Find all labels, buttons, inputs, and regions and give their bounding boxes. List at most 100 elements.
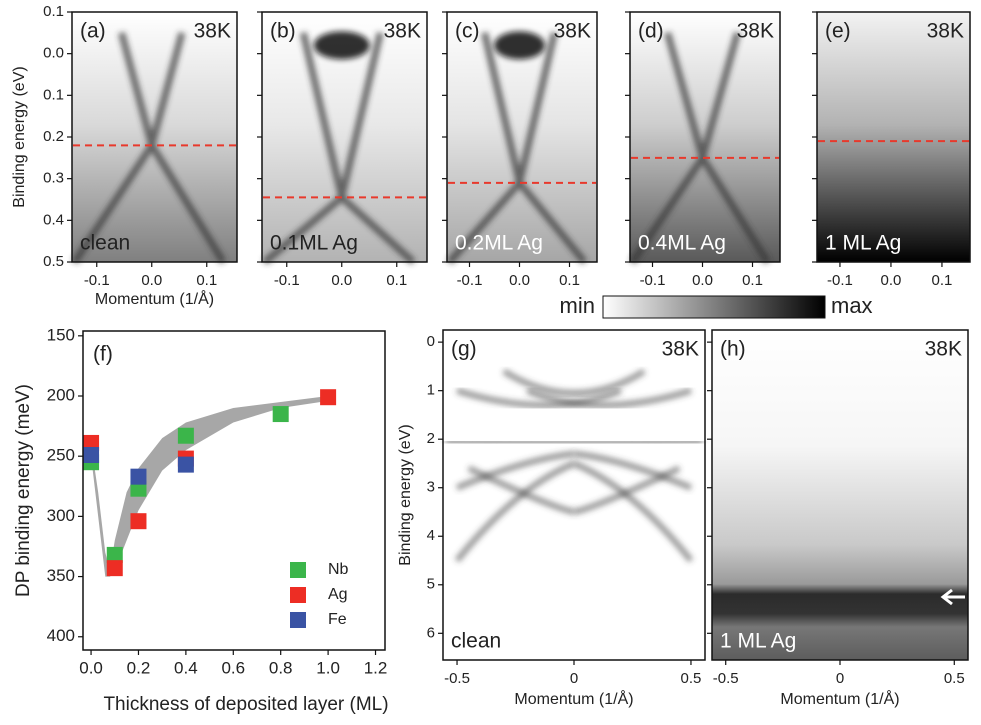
temperature: 38K bbox=[662, 338, 699, 361]
panel-label: (h) bbox=[720, 338, 746, 361]
legend-swatch bbox=[290, 587, 306, 603]
x-tick-label: 0.2 bbox=[127, 658, 151, 677]
band bbox=[456, 387, 622, 409]
plot-frame bbox=[82, 330, 386, 651]
image-background bbox=[443, 330, 705, 660]
point bbox=[83, 434, 100, 451]
y-tick-label: 250 bbox=[47, 446, 75, 465]
panel-label: (g) bbox=[451, 338, 477, 361]
y-tick-label: 0.1 bbox=[43, 86, 64, 103]
sample-label: 0.1ML Ag bbox=[270, 232, 358, 255]
panel-label: (e) bbox=[825, 20, 851, 43]
band bbox=[445, 438, 703, 446]
x-tick-label: -0.1 bbox=[640, 272, 666, 289]
panel-label: (a) bbox=[80, 20, 106, 43]
x-tick-label: -0.1 bbox=[457, 272, 483, 289]
y-tick-label: 0.0 bbox=[43, 45, 64, 62]
panel-label: (d) bbox=[638, 20, 664, 43]
x-tick-label: 0 bbox=[836, 670, 844, 687]
legend-label: Fe bbox=[328, 611, 347, 628]
point bbox=[130, 513, 147, 530]
legend-label: Ag bbox=[328, 586, 348, 603]
y-tick-label: 400 bbox=[47, 626, 75, 645]
legend-swatch bbox=[290, 562, 306, 578]
spectrum-image bbox=[629, 12, 780, 264]
y-tick-label: 0 bbox=[427, 333, 435, 350]
surface-state bbox=[494, 31, 545, 60]
x-tick-label: -0.1 bbox=[827, 272, 853, 289]
y-tick-label: 2 bbox=[427, 430, 435, 447]
temperature: 38K bbox=[194, 20, 231, 43]
band bbox=[502, 368, 646, 396]
y-tick-label: 0.3 bbox=[43, 170, 64, 187]
x-tick-label: 0.6 bbox=[221, 658, 245, 677]
x-tick-label: 0.1 bbox=[559, 272, 580, 289]
panel-label: (f) bbox=[93, 343, 113, 366]
x-tick-label: 0.0 bbox=[79, 658, 103, 677]
band bbox=[526, 387, 692, 409]
panel-label: (b) bbox=[270, 20, 296, 43]
temperature: 38K bbox=[384, 20, 421, 43]
point bbox=[177, 456, 194, 473]
point bbox=[106, 560, 123, 577]
legend-label: Nb bbox=[328, 561, 349, 578]
y-tick-label: 350 bbox=[47, 566, 75, 585]
fit-band bbox=[91, 396, 329, 577]
spectrum-image bbox=[262, 12, 427, 265]
spectrum-image bbox=[817, 12, 970, 262]
y-tick-label: 6 bbox=[427, 624, 435, 641]
sample-label: clean bbox=[451, 630, 501, 653]
y-tick-label: 4 bbox=[427, 527, 435, 544]
band bbox=[629, 31, 771, 264]
colorbar-max: max bbox=[831, 293, 873, 318]
point bbox=[320, 389, 337, 406]
spectrum-image bbox=[712, 330, 968, 660]
x-axis-label: Thickness of deposited layer (ML) bbox=[103, 694, 388, 715]
arrow bbox=[940, 588, 965, 606]
x-tick-label: 0.1 bbox=[386, 272, 407, 289]
sample-label: 1 ML Ag bbox=[720, 630, 796, 653]
x-tick-label: 0.8 bbox=[269, 658, 293, 677]
y-tick-label: 0.4 bbox=[43, 211, 64, 228]
y-axis-label: Binding energy (eV) bbox=[11, 66, 28, 207]
x-tick-label: 0.5 bbox=[681, 670, 702, 687]
temperature: 38K bbox=[927, 20, 964, 43]
y-tick-label: 150 bbox=[47, 325, 75, 344]
surface-state bbox=[313, 31, 370, 60]
x-tick-label: -0.5 bbox=[444, 670, 470, 687]
spectrum-image bbox=[446, 12, 597, 265]
x-tick-label: 0.0 bbox=[881, 272, 902, 289]
legend-swatch bbox=[290, 612, 306, 628]
y-tick-label: 3 bbox=[427, 479, 435, 496]
x-tick-label: 0.0 bbox=[509, 272, 530, 289]
x-tick-label: 0.0 bbox=[692, 272, 713, 289]
band bbox=[455, 450, 575, 491]
x-tick-label: 0.0 bbox=[141, 272, 162, 289]
x-axis-label: Momentum (1/Å) bbox=[780, 689, 899, 708]
band bbox=[573, 450, 693, 491]
temperature: 38K bbox=[737, 20, 774, 43]
x-tick-label: 0.1 bbox=[742, 272, 763, 289]
y-tick-label: 0.2 bbox=[43, 128, 64, 145]
temperature: 38K bbox=[925, 338, 962, 361]
temperature: 38K bbox=[554, 20, 591, 43]
y-axis-label: DP binding energy (meV) bbox=[13, 384, 34, 597]
x-tick-label: 0.4 bbox=[174, 658, 198, 677]
y-tick-label: 1 bbox=[427, 382, 435, 399]
point bbox=[106, 546, 123, 563]
panel-label: (c) bbox=[455, 20, 480, 43]
y-tick-label: 5 bbox=[427, 576, 435, 593]
x-tick-label: 0.0 bbox=[331, 272, 352, 289]
x-tick-label: 1.0 bbox=[316, 658, 340, 677]
x-tick-label: 1.2 bbox=[364, 658, 388, 677]
band bbox=[446, 32, 588, 265]
band bbox=[454, 460, 576, 563]
x-tick-label: 0.5 bbox=[944, 670, 965, 687]
band bbox=[572, 460, 694, 563]
spectrum-image bbox=[71, 12, 237, 264]
sample-label: 1 ML Ag bbox=[825, 232, 901, 255]
sample-label: clean bbox=[80, 232, 130, 255]
x-tick-label: -0.5 bbox=[713, 670, 739, 687]
sample-label: 0.2ML Ag bbox=[455, 232, 543, 255]
y-tick-label: 0.5 bbox=[43, 253, 64, 270]
